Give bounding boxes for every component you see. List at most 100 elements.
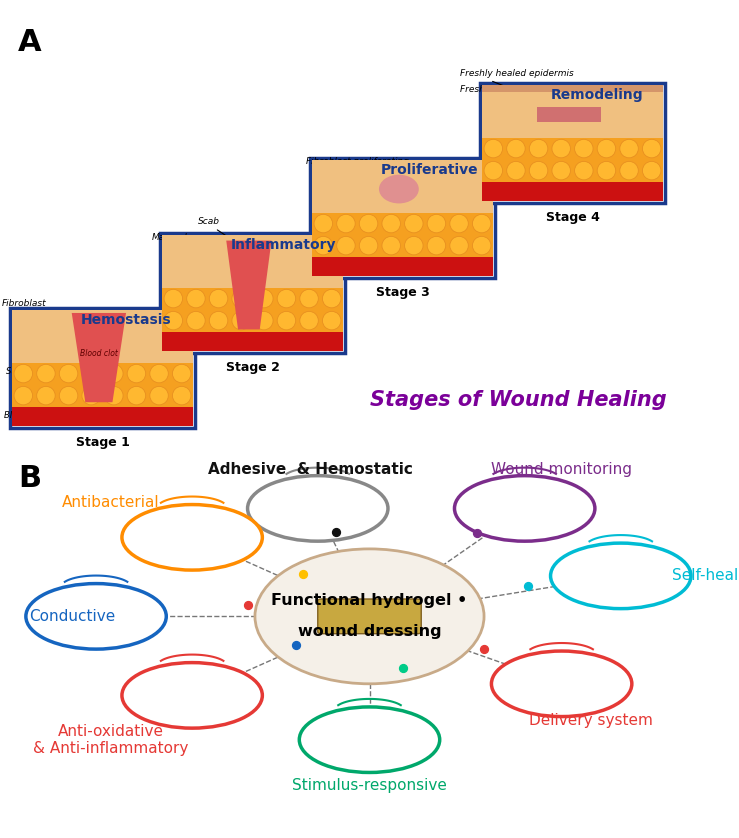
Circle shape (642, 162, 661, 180)
Bar (12, 363, 193, 406)
Circle shape (254, 312, 273, 330)
Text: Adhesive  & Hemostatic: Adhesive & Hemostatic (208, 463, 413, 478)
Circle shape (82, 386, 101, 405)
Circle shape (529, 139, 548, 158)
Circle shape (150, 386, 168, 405)
Text: A: A (18, 28, 41, 57)
Circle shape (164, 312, 183, 330)
Circle shape (597, 162, 616, 180)
Circle shape (277, 312, 296, 330)
Circle shape (59, 365, 78, 383)
Circle shape (209, 312, 228, 330)
Circle shape (187, 312, 205, 330)
Circle shape (359, 236, 378, 255)
Bar (482, 137, 663, 182)
Circle shape (427, 236, 446, 255)
Circle shape (597, 139, 616, 158)
Text: B: B (18, 464, 41, 493)
Circle shape (484, 162, 503, 180)
Bar (312, 256, 493, 277)
Bar (312, 160, 493, 213)
Circle shape (620, 139, 638, 158)
Text: Inflammatory: Inflammatory (231, 238, 336, 252)
Text: Functional hydrogel •: Functional hydrogel • (271, 593, 468, 608)
Circle shape (322, 289, 341, 308)
Point (471, 527, 483, 541)
Circle shape (507, 139, 525, 158)
Point (330, 525, 342, 538)
Circle shape (314, 236, 333, 255)
Text: wound dressing: wound dressing (298, 624, 441, 639)
Ellipse shape (454, 476, 595, 541)
Bar (537, 107, 601, 122)
Text: Antibacterial: Antibacterial (62, 495, 160, 510)
Bar (162, 332, 343, 351)
Text: Proliferative: Proliferative (381, 163, 478, 178)
Text: Self-healing: Self-healing (672, 568, 739, 583)
Circle shape (404, 215, 423, 233)
Bar (482, 85, 663, 137)
Polygon shape (72, 313, 126, 402)
Circle shape (209, 289, 228, 308)
Point (242, 598, 253, 612)
Bar (482, 85, 663, 91)
Circle shape (552, 139, 571, 158)
Circle shape (450, 215, 469, 233)
Text: Stage 1: Stage 1 (75, 437, 129, 449)
Bar (482, 182, 663, 201)
Circle shape (337, 236, 355, 255)
Point (290, 639, 302, 652)
Circle shape (150, 365, 168, 383)
Bar (312, 213, 493, 256)
Point (397, 662, 409, 675)
Circle shape (37, 386, 55, 405)
Circle shape (82, 365, 101, 383)
Circle shape (472, 215, 491, 233)
Circle shape (300, 312, 319, 330)
Ellipse shape (26, 583, 166, 649)
Bar (310, 158, 495, 278)
Bar (162, 287, 343, 332)
Circle shape (507, 162, 525, 180)
Circle shape (277, 289, 296, 308)
Bar (10, 308, 195, 428)
Bar (12, 310, 193, 363)
Text: Wound monitoring: Wound monitoring (491, 463, 632, 478)
Point (297, 567, 309, 581)
Circle shape (104, 386, 123, 405)
Circle shape (322, 312, 341, 330)
Circle shape (187, 289, 205, 308)
Circle shape (127, 386, 146, 405)
Text: Anti-oxidative
& Anti-inflammatory: Anti-oxidative & Anti-inflammatory (33, 723, 188, 756)
Circle shape (14, 386, 33, 405)
Circle shape (552, 162, 571, 180)
Text: Macrophage: Macrophage (152, 233, 208, 242)
Bar (480, 83, 665, 204)
Text: Fibroblast: Fibroblast (2, 299, 47, 308)
Text: Blood clot: Blood clot (80, 349, 118, 358)
Circle shape (337, 215, 355, 233)
Circle shape (620, 162, 638, 180)
Ellipse shape (255, 549, 484, 684)
Bar (12, 406, 193, 427)
Circle shape (300, 289, 319, 308)
Bar (160, 233, 345, 354)
Polygon shape (226, 241, 271, 329)
Text: Stage 2: Stage 2 (225, 361, 279, 375)
Text: Stimulus-responsive: Stimulus-responsive (292, 779, 447, 794)
Text: Fibroblast proliferating: Fibroblast proliferating (306, 158, 409, 167)
Circle shape (254, 289, 273, 308)
Circle shape (14, 365, 33, 383)
Circle shape (472, 236, 491, 255)
Circle shape (37, 365, 55, 383)
FancyBboxPatch shape (318, 599, 421, 634)
Text: Freshly healed epidermis: Freshly healed epidermis (460, 70, 573, 79)
Text: Conductive: Conductive (30, 609, 116, 623)
Text: Stage 3: Stage 3 (375, 287, 429, 299)
Bar (162, 235, 343, 287)
Circle shape (359, 215, 378, 233)
Text: Subcutaneous fat: Subcutaneous fat (6, 367, 79, 376)
Circle shape (172, 365, 191, 383)
Circle shape (484, 139, 503, 158)
Ellipse shape (379, 174, 419, 204)
